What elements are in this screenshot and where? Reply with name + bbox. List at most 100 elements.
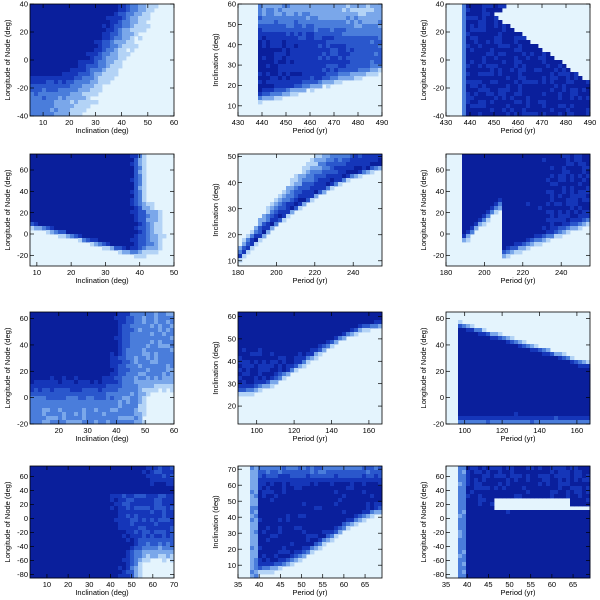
contour-cell — [290, 12, 295, 17]
contour-cell — [298, 4, 303, 9]
contour-cell — [286, 84, 291, 89]
contour-cell — [486, 88, 491, 93]
contour-cell — [130, 178, 135, 183]
contour-cell — [42, 154, 47, 159]
contour-cell — [318, 52, 323, 57]
contour-cell — [270, 48, 275, 53]
contour-cell — [270, 24, 275, 29]
contour-cell — [98, 324, 103, 329]
contour-cell — [346, 36, 351, 41]
contour-cell — [82, 420, 87, 425]
contour-cell — [478, 190, 483, 195]
contour-cell — [50, 202, 55, 207]
contour-cell — [54, 182, 59, 187]
contour-cell — [482, 80, 487, 85]
contour-cell — [502, 36, 507, 41]
contour-cell — [474, 186, 479, 191]
contour-cell — [94, 92, 99, 97]
contour-cell — [262, 4, 267, 9]
contour-cell — [90, 420, 95, 425]
contour-cell — [262, 32, 267, 37]
contour-cell — [162, 360, 167, 365]
contour-cell — [86, 186, 91, 191]
contour-cell — [498, 52, 503, 57]
contour-cell — [298, 202, 303, 207]
contour-cell — [246, 388, 251, 393]
contour-cell — [554, 72, 559, 77]
contour-cell — [310, 12, 315, 17]
contour-cell — [502, 242, 507, 247]
contour-cell — [522, 56, 527, 61]
contour-cell — [574, 198, 579, 203]
contour-cell — [494, 64, 499, 69]
contour-cell — [130, 238, 135, 243]
contour-cell — [118, 48, 123, 53]
contour-cell — [102, 238, 107, 243]
contour-cell — [554, 194, 559, 199]
contour-cell — [486, 178, 491, 183]
contour-cell — [106, 76, 111, 81]
contour-cell — [38, 158, 43, 163]
contour-cell — [378, 56, 383, 61]
contour-cell — [262, 80, 267, 85]
contour-cell — [490, 92, 495, 97]
contour-cell — [338, 166, 343, 171]
contour-cell — [122, 44, 127, 49]
contour-cell — [166, 348, 171, 353]
contour-cell — [522, 166, 527, 171]
contour-cell — [114, 40, 119, 45]
x-axis-label: Period (yr) — [292, 126, 328, 135]
contour-cell — [126, 234, 131, 239]
contour-cell — [66, 32, 71, 37]
contour-cell — [146, 384, 151, 389]
contour-cell — [546, 162, 551, 167]
contour-cell — [126, 312, 131, 317]
contour-cell — [38, 36, 43, 41]
contour-cell — [70, 206, 75, 211]
contour-cell — [94, 384, 99, 389]
contour-cell — [134, 384, 139, 389]
contour-cell — [466, 88, 471, 93]
contour-cell — [106, 32, 111, 37]
contour-cell — [62, 158, 67, 163]
contour-cell — [306, 64, 311, 69]
contour-cell — [486, 44, 491, 49]
contour-cell — [66, 174, 71, 179]
contour-cell — [330, 48, 335, 53]
contour-cell — [66, 202, 71, 207]
contour-cell — [462, 12, 467, 17]
contour-cell — [546, 182, 551, 187]
contour-cell — [58, 56, 63, 61]
contour-cell — [50, 396, 55, 401]
contour-cell — [46, 324, 51, 329]
contour-cell — [338, 16, 343, 21]
contour-cell — [146, 238, 151, 243]
contour-cell — [30, 96, 35, 101]
contour-cell — [294, 40, 299, 45]
contour-cell — [42, 198, 47, 203]
contour-cell — [38, 28, 43, 33]
contour-cell — [74, 52, 79, 57]
contour-cell — [134, 210, 139, 215]
contour-cell — [62, 316, 67, 321]
contour-cell — [566, 72, 571, 77]
contour-cell — [54, 226, 59, 231]
contour-cell — [302, 72, 307, 77]
contour-cell — [78, 40, 83, 45]
contour-cell — [354, 32, 359, 37]
contour-cell — [530, 92, 535, 97]
contour-cell — [58, 416, 63, 421]
contour-cell — [554, 178, 559, 183]
contour-cell — [326, 158, 331, 163]
contour-cell — [98, 332, 103, 337]
contour-cell — [470, 178, 475, 183]
contour-cell — [510, 162, 515, 167]
contour-cell — [358, 72, 363, 77]
contour-cell — [30, 384, 35, 389]
contour-cell — [134, 372, 139, 377]
contour-cell — [146, 344, 151, 349]
contour-cell — [238, 348, 243, 353]
contour-cell — [566, 80, 571, 85]
contour-cell — [282, 48, 287, 53]
contour-cell — [118, 170, 123, 175]
